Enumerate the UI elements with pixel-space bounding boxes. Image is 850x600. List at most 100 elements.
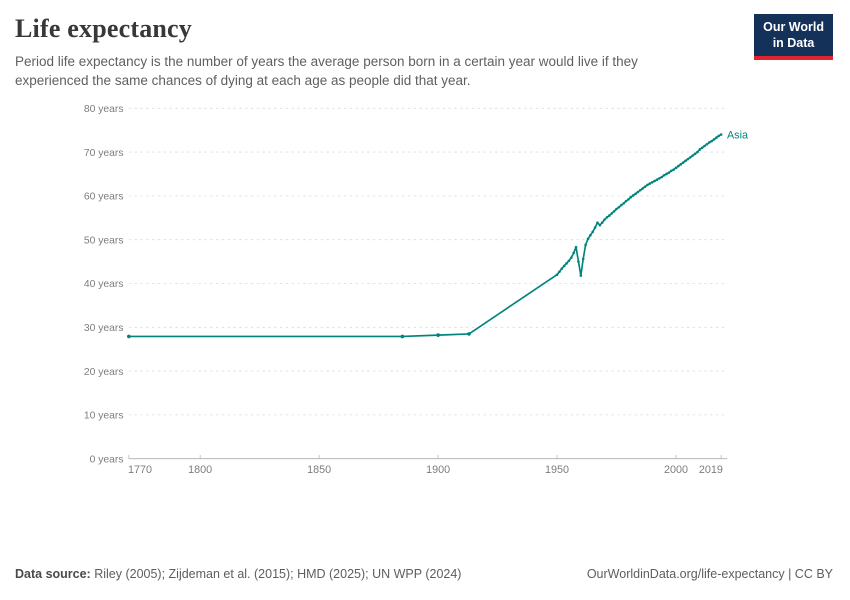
data-point-marker (593, 226, 597, 229)
data-point-marker (689, 156, 692, 159)
data-point-marker (715, 136, 718, 139)
data-source-label: Data source: (15, 567, 91, 581)
data-point-marker (615, 207, 618, 211)
data-point-marker (705, 142, 709, 146)
data-point-marker (658, 177, 661, 180)
chart-area: 0 years 10 years 20 years 30 years 40 years 5… (0, 95, 850, 560)
data-point-marker (686, 157, 690, 161)
data-point-marker (629, 195, 633, 199)
data-point-marker (591, 230, 595, 234)
data-point-marker (572, 251, 576, 255)
data-point-marker (636, 190, 640, 194)
line-series-asia: Asia (126, 129, 748, 339)
data-point-marker (598, 223, 602, 227)
data-point-marker (617, 205, 621, 209)
x-tick-label: 1900 (426, 464, 450, 476)
data-point-marker (681, 161, 685, 164)
data-point-marker (708, 141, 711, 144)
owid-logo-line1: Our World (763, 20, 824, 34)
owid-logo[interactable]: Our World in Data (754, 14, 833, 60)
owid-logo-line2: in Data (772, 36, 815, 51)
data-point-marker (622, 202, 625, 205)
data-point-marker (667, 171, 671, 174)
chart-header: Life expectancy Period life expectancy i… (15, 14, 730, 90)
data-point-marker (567, 259, 571, 263)
data-point-marker (558, 270, 561, 273)
page-title: Life expectancy (15, 14, 193, 43)
data-point-marker (565, 262, 568, 265)
data-point-marker (631, 194, 635, 197)
y-tick-label: 70 years (84, 148, 124, 159)
data-point-marker (400, 334, 405, 339)
data-source-text: Riley (2005); Zijdeman et al. (2015); HM… (90, 567, 462, 581)
owid-logo-red-bar (754, 55, 833, 60)
data-point-marker (717, 134, 721, 138)
data-point-marker (693, 152, 697, 156)
y-tick-label: 20 years (84, 367, 124, 378)
data-point-marker (650, 180, 654, 184)
y-tick-label: 40 years (84, 279, 124, 290)
data-point-marker (562, 264, 566, 268)
x-tick-label: 1950 (545, 464, 569, 476)
data-point-marker (560, 267, 564, 270)
y-tick-label: 80 years (84, 104, 124, 115)
data-point-marker (655, 178, 659, 181)
chart-subtitle: Period life expectancy is the number of … (15, 54, 638, 88)
data-point-marker (700, 146, 704, 150)
data-source-note: Data source: Riley (2005); Zijdeman et a… (15, 567, 461, 581)
data-point-marker (684, 159, 687, 163)
data-point-marker (653, 179, 656, 183)
data-point-marker (639, 188, 642, 192)
data-point-marker (691, 154, 694, 157)
series-path (127, 133, 723, 338)
chart-footer: Data source: Riley (2005); Zijdeman et a… (15, 567, 833, 581)
data-point-marker (436, 333, 440, 337)
data-point-marker (620, 203, 623, 207)
data-point-marker (672, 168, 675, 171)
chart-svg: 0 years 10 years 20 years 30 years 40 years 5… (84, 104, 748, 476)
owid-url-link[interactable]: OurWorldinData.org/life-expectancy | CC … (586, 567, 833, 581)
data-point-marker (719, 133, 723, 136)
data-point-marker (703, 144, 706, 148)
data-point-marker (679, 163, 683, 166)
data-point-marker (608, 214, 611, 217)
y-tick-label: 10 years (84, 411, 124, 422)
data-point-marker (610, 212, 614, 215)
data-point-marker (660, 175, 664, 179)
data-point-marker (596, 221, 599, 224)
data-point-marker (126, 334, 131, 339)
data-point-marker (586, 237, 590, 241)
data-point-marker (605, 216, 609, 219)
data-point-marker (712, 138, 716, 141)
data-point-marker (574, 245, 578, 249)
x-tick-label: 1770 (128, 464, 152, 476)
data-point-marker (677, 164, 680, 168)
y-tick-label: 50 years (84, 235, 124, 246)
data-point-marker (603, 218, 606, 221)
data-point-marker (669, 169, 673, 173)
y-tick-label: 30 years (84, 323, 124, 334)
data-point-marker (698, 148, 702, 151)
data-point-marker (662, 174, 666, 177)
y-tick-label: 0 years (90, 454, 124, 465)
data-point-marker (581, 257, 585, 261)
data-point-marker (665, 172, 668, 176)
data-point-marker (643, 185, 647, 188)
data-point-marker (570, 256, 573, 259)
data-point-marker (467, 332, 471, 336)
series-label-asia[interactable]: Asia (727, 129, 748, 141)
x-axis: 1770 1800 1850 1900 1950 2000 2019 (128, 454, 723, 476)
data-point-marker (624, 199, 628, 203)
data-point-marker (641, 187, 645, 190)
data-point-marker (696, 150, 699, 154)
data-point-marker (579, 274, 583, 277)
x-tick-label: 2019 (699, 464, 723, 476)
y-axis: 0 years 10 years 20 years 30 years 40 years 5… (84, 104, 728, 465)
data-point-marker (589, 234, 592, 237)
x-tick-label: 2000 (664, 464, 688, 476)
data-point-marker (612, 209, 616, 213)
data-point-marker (577, 260, 580, 263)
data-point-marker (584, 243, 587, 247)
data-point-marker (555, 273, 559, 276)
